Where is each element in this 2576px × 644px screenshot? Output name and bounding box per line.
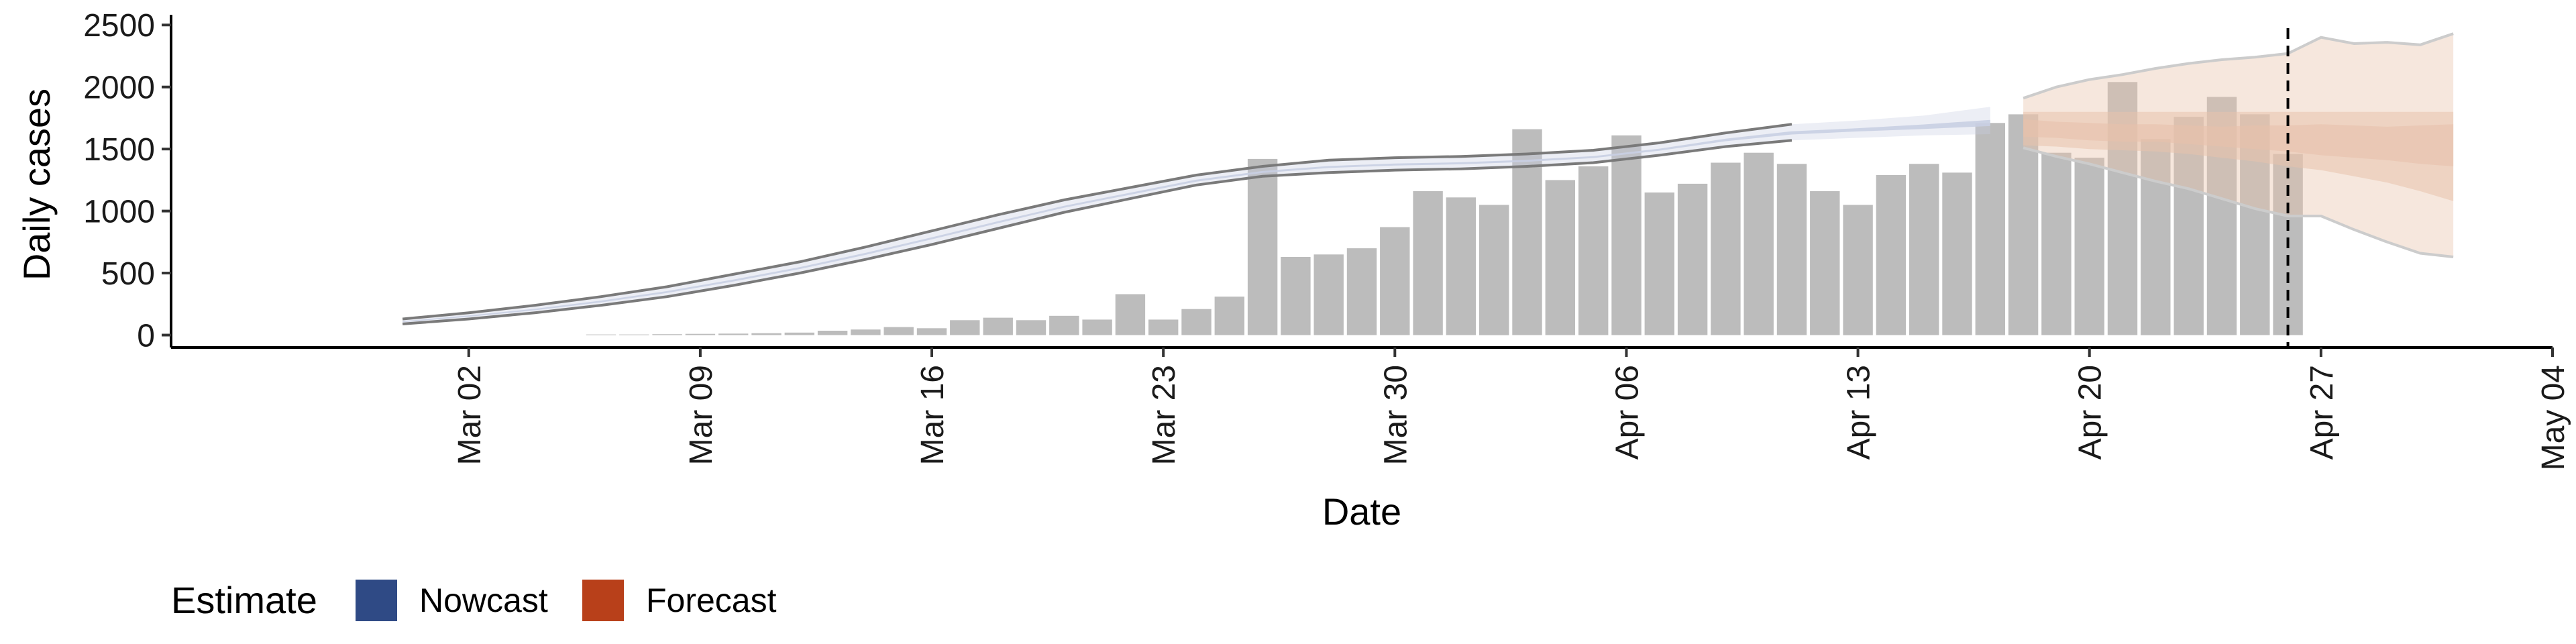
bar xyxy=(1380,227,1410,335)
legend-swatch-nowcast xyxy=(356,580,397,621)
legend-title: Estimate xyxy=(171,579,317,621)
bar xyxy=(1115,294,1146,335)
nowcast-lower-line xyxy=(402,139,1792,325)
x-tick-label: Apr 06 xyxy=(1609,365,1645,460)
y-tick-label: 1000 xyxy=(83,195,155,230)
bar xyxy=(1479,205,1509,335)
bar xyxy=(751,333,782,335)
legend-label-forecast: Forecast xyxy=(646,582,777,619)
bar xyxy=(1578,166,1609,335)
x-tick-label: Mar 23 xyxy=(1146,365,1182,465)
x-tick-label: Mar 09 xyxy=(684,365,719,465)
bar xyxy=(1247,158,1278,335)
y-tick-label: 2000 xyxy=(83,70,155,106)
bar xyxy=(1909,164,1939,335)
plot-area xyxy=(402,28,2454,347)
y-axis-title: Daily cases xyxy=(15,89,58,280)
y-tick-label: 500 xyxy=(101,256,155,292)
x-tick-label: Apr 20 xyxy=(2073,365,2108,460)
forecast-upper-line xyxy=(2023,32,2454,100)
nowcast-upper-line xyxy=(402,123,1792,321)
bar xyxy=(916,328,947,335)
bar xyxy=(1413,191,1443,335)
bar xyxy=(1843,205,1873,335)
bar xyxy=(983,317,1013,335)
bar xyxy=(1677,183,1708,335)
bar xyxy=(1049,315,1079,335)
x-axis: Mar 02 Mar 09 Mar 16 Mar 23 Mar 30 Apr 06 Apr … xyxy=(171,346,2571,470)
bar xyxy=(1942,172,1972,335)
bar xyxy=(1975,123,2005,335)
bar xyxy=(1644,192,1674,335)
y-tick-label: 1500 xyxy=(83,132,155,168)
bar xyxy=(1082,319,1112,335)
bar xyxy=(1214,297,1244,335)
legend-label-nowcast: Nowcast xyxy=(419,582,548,619)
y-tick-label: 0 xyxy=(137,319,155,354)
legend: Estimate Nowcast Forecast xyxy=(171,579,777,621)
bar xyxy=(1148,319,1179,335)
legend-swatch-forecast xyxy=(582,580,624,621)
x-tick-label: Apr 27 xyxy=(2304,365,2340,460)
x-tick-label: May 04 xyxy=(2536,365,2571,470)
bar xyxy=(1446,197,1477,335)
bar xyxy=(1545,180,1575,335)
bar xyxy=(817,331,848,335)
bar xyxy=(1810,191,1840,335)
x-tick-label: Apr 13 xyxy=(1841,365,1877,460)
bar xyxy=(950,320,980,335)
bar xyxy=(1611,135,1642,335)
bar xyxy=(1743,152,1774,335)
x-tick-label: Mar 30 xyxy=(1378,365,1413,465)
x-tick-label: Mar 16 xyxy=(915,365,951,465)
y-tick-label: 2500 xyxy=(83,8,155,44)
bar xyxy=(2074,158,2104,335)
bar xyxy=(2141,139,2171,335)
bar xyxy=(1346,248,1377,335)
bar xyxy=(1776,164,1807,335)
bar xyxy=(1181,309,1212,335)
bar xyxy=(784,332,814,335)
x-axis-title: Date xyxy=(1322,490,1401,533)
bar xyxy=(883,327,914,335)
y-axis: 0 500 1000 1500 2000 2500 xyxy=(83,8,172,354)
bar xyxy=(685,333,716,335)
bar xyxy=(652,334,682,335)
bar xyxy=(851,329,881,335)
bar xyxy=(1281,257,1311,335)
x-tick-label: Mar 02 xyxy=(452,365,488,465)
forecast-mid-band xyxy=(2023,119,2454,166)
nowcast-outer-band xyxy=(402,107,1990,324)
bar xyxy=(718,333,749,335)
bar xyxy=(1711,162,1741,335)
bar xyxy=(1512,129,1542,335)
forecast-lower-line xyxy=(2023,146,2454,258)
bar xyxy=(1016,320,1046,335)
bar xyxy=(1313,254,1344,335)
bar xyxy=(1876,175,1907,335)
bar xyxy=(2041,152,2072,335)
